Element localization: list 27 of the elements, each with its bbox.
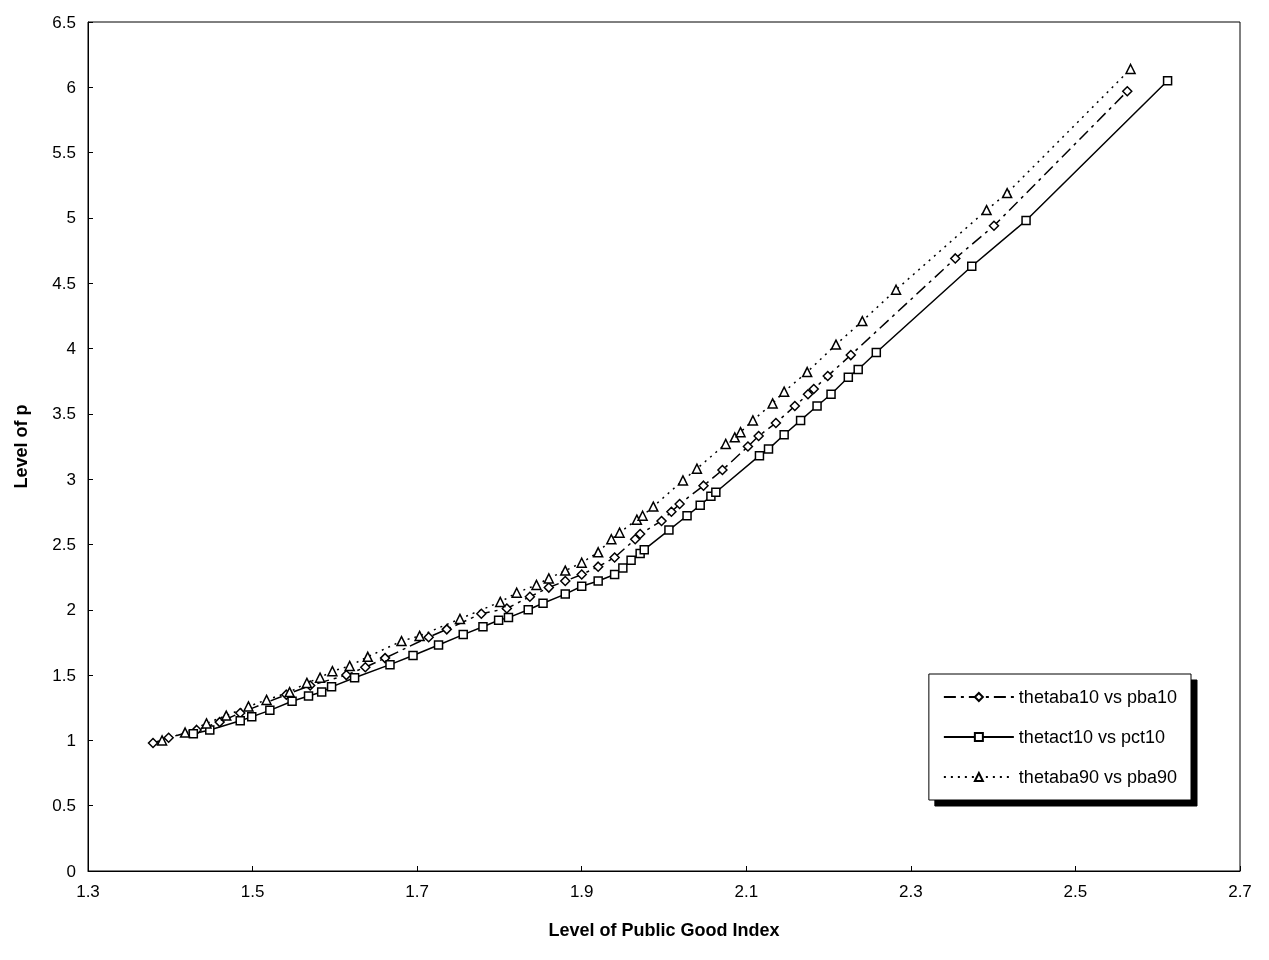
x-tick-label: 1.3 <box>76 882 100 901</box>
y-tick-label: 6.5 <box>52 12 76 32</box>
x-tick-label: 2.7 <box>1228 882 1252 901</box>
y-tick-label: 6 <box>66 77 76 97</box>
x-tick-label: 2.1 <box>734 882 759 901</box>
legend-label: thetaba90 vs pba90 <box>1018 767 1178 787</box>
legend-label: thetact10 vs pct10 <box>1018 727 1165 747</box>
y-tick-label: 0 <box>66 861 76 881</box>
y-tick-label: 4.5 <box>52 273 76 293</box>
x-tick-label: 1.9 <box>569 882 594 901</box>
y-tick-label: 5.5 <box>52 143 76 163</box>
x-axis-title: Level of Public Good Index <box>548 920 780 940</box>
x-tick-label: 2.3 <box>899 882 923 901</box>
y-axis-title: Level of p <box>11 404 31 489</box>
x-tick-label: 1.5 <box>240 882 265 901</box>
y-tick-label: 1.5 <box>52 665 76 685</box>
y-tick-label: 1 <box>66 730 76 750</box>
y-tick-label: 3.5 <box>52 404 76 424</box>
y-tick-label: 2.5 <box>52 534 76 554</box>
y-tick-label: 2 <box>66 600 76 620</box>
y-tick-label: 3 <box>66 469 76 489</box>
y-tick-label: 5 <box>66 208 76 228</box>
y-tick-label: 0.5 <box>52 796 76 816</box>
y-tick-label: 4 <box>66 339 76 359</box>
x-tick-label: 2.5 <box>1063 882 1088 901</box>
legend-label: thetaba10 vs pba10 <box>1018 687 1178 707</box>
x-tick-label: 1.7 <box>405 882 429 901</box>
